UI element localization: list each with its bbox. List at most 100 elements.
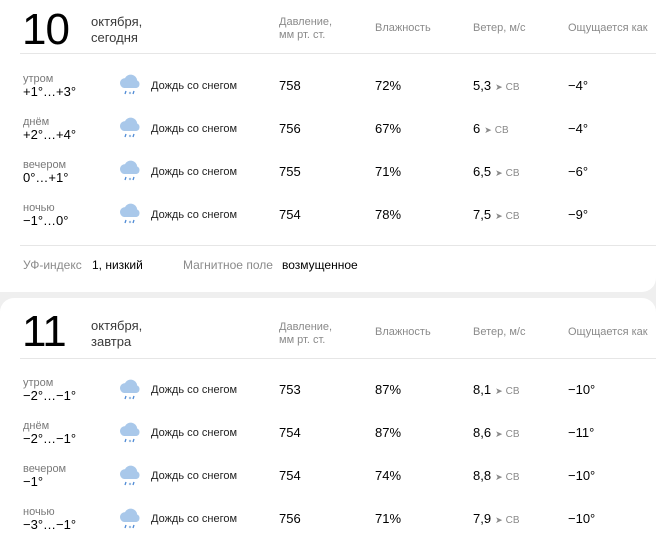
divider [20, 358, 656, 359]
humidity-value: 87% [375, 382, 402, 397]
wind-speed: 5,3 [473, 78, 492, 93]
temperature-range: −2°…−1° [23, 388, 77, 403]
condition-text: Дождь со снегом [151, 427, 238, 439]
wind-cell: 8,8 ➤ СВ [473, 468, 520, 486]
day-card-today: 10 октября, сегодня Давление, мм рт. ст.… [0, 0, 656, 292]
temperature-range: +2°…+4° [23, 127, 77, 142]
pressure-value: 754 [279, 468, 301, 483]
header-pressure-line1: Давление, [279, 16, 333, 28]
day-relative: завтра [91, 334, 132, 349]
wind-direction: СВ [505, 386, 520, 397]
wind-speed: 7,5 [473, 207, 492, 222]
day-month: октября, [91, 14, 143, 29]
wind-cell: 7,9 ➤ СВ [473, 511, 520, 529]
wind-direction: СВ [494, 125, 509, 136]
time-of-day: утром [23, 73, 54, 85]
magnetic-field-label: Магнитное поле [183, 258, 273, 272]
time-of-day: днём [23, 116, 50, 128]
cloud-rain-snow-icon [119, 117, 140, 138]
wind-speed: 8,1 [473, 382, 492, 397]
header-pressure-line1: Давление, [279, 321, 333, 333]
wind-direction: СВ [505, 472, 520, 483]
pressure-value: 756 [279, 121, 301, 136]
pressure-value: 755 [279, 164, 301, 179]
condition-text: Дождь со снегом [151, 166, 238, 178]
day-card-tomorrow: 11 октября, завтра Давление, мм рт. ст. … [0, 298, 656, 558]
condition-text: Дождь со снегом [151, 470, 238, 482]
feels-like-value: −10° [568, 382, 596, 397]
day-number: 11 [22, 307, 67, 356]
wind-direction-arrow-icon: ➤ [495, 168, 503, 178]
temperature-range: −1°…0° [23, 213, 69, 228]
cloud-rain-snow-icon [119, 508, 140, 529]
wind-direction: СВ [505, 168, 520, 179]
pressure-value: 754 [279, 207, 301, 222]
feels-like-value: −11° [568, 425, 595, 440]
wind-direction-arrow-icon: ➤ [495, 429, 503, 439]
day-month: октября, [91, 318, 143, 333]
wind-direction-arrow-icon: ➤ [495, 386, 503, 396]
pressure-value: 756 [279, 511, 301, 526]
header-feels-like: Ощущается как [568, 326, 648, 338]
pressure-value: 753 [279, 382, 301, 397]
uv-index-label: УФ-индекс [23, 258, 82, 272]
wind-direction-arrow-icon: ➤ [484, 125, 492, 135]
wind-direction: СВ [505, 515, 520, 526]
uv-index-value: 1, низкий [92, 258, 143, 272]
header-humidity: Влажность [375, 22, 431, 34]
time-of-day: вечером [23, 463, 67, 475]
wind-direction-arrow-icon: ➤ [495, 82, 503, 92]
cloud-rain-snow-icon [119, 203, 140, 224]
wind-direction: СВ [505, 82, 520, 93]
time-of-day: утром [23, 377, 54, 389]
magnetic-field-value: возмущенное [282, 258, 358, 272]
pressure-value: 754 [279, 425, 301, 440]
header-wind: Ветер, м/с [473, 22, 526, 34]
humidity-value: 72% [375, 78, 402, 93]
feels-like-value: −9° [568, 207, 589, 222]
temperature-range: −1° [23, 474, 44, 489]
condition-text: Дождь со снегом [151, 384, 238, 396]
divider [20, 53, 656, 54]
wind-cell: 6 ➤ СВ [473, 121, 509, 139]
humidity-value: 74% [375, 468, 402, 483]
wind-direction: СВ [505, 211, 520, 222]
wind-direction-arrow-icon: ➤ [495, 211, 503, 221]
wind-speed: 8,6 [473, 425, 492, 440]
wind-direction-arrow-icon: ➤ [495, 472, 503, 482]
time-of-day: ночью [23, 202, 55, 214]
divider [20, 245, 656, 246]
time-of-day: ночью [23, 506, 55, 518]
feels-like-value: −10° [568, 511, 596, 526]
header-pressure-line2: мм рт. ст. [279, 334, 326, 346]
wind-speed: 6,5 [473, 164, 492, 179]
wind-cell: 7,5 ➤ СВ [473, 207, 520, 225]
wind-cell: 6,5 ➤ СВ [473, 164, 520, 182]
day-relative: сегодня [91, 30, 138, 45]
humidity-value: 67% [375, 121, 402, 136]
feels-like-value: −6° [568, 164, 589, 179]
humidity-value: 87% [375, 425, 402, 440]
header-wind: Ветер, м/с [473, 326, 526, 338]
header-humidity: Влажность [375, 326, 431, 338]
cloud-rain-snow-icon [119, 74, 140, 95]
header-pressure-line2: мм рт. ст. [279, 29, 326, 41]
condition-text: Дождь со снегом [151, 513, 238, 525]
wind-speed: 6 [473, 121, 481, 136]
condition-text: Дождь со снегом [151, 209, 238, 221]
cloud-rain-snow-icon [119, 465, 140, 486]
time-of-day: вечером [23, 159, 67, 171]
feels-like-value: −4° [568, 121, 589, 136]
wind-cell: 8,1 ➤ СВ [473, 382, 520, 400]
humidity-value: 71% [375, 511, 402, 526]
header-feels-like: Ощущается как [568, 22, 648, 34]
feels-like-value: −10° [568, 468, 596, 483]
cloud-rain-snow-icon [119, 379, 140, 400]
temperature-range: −3°…−1° [23, 517, 77, 532]
humidity-value: 71% [375, 164, 402, 179]
temperature-range: −2°…−1° [23, 431, 77, 446]
pressure-value: 758 [279, 78, 301, 93]
cloud-rain-snow-icon [119, 422, 140, 443]
wind-cell: 5,3 ➤ СВ [473, 78, 520, 96]
temperature-range: +1°…+3° [23, 84, 77, 99]
